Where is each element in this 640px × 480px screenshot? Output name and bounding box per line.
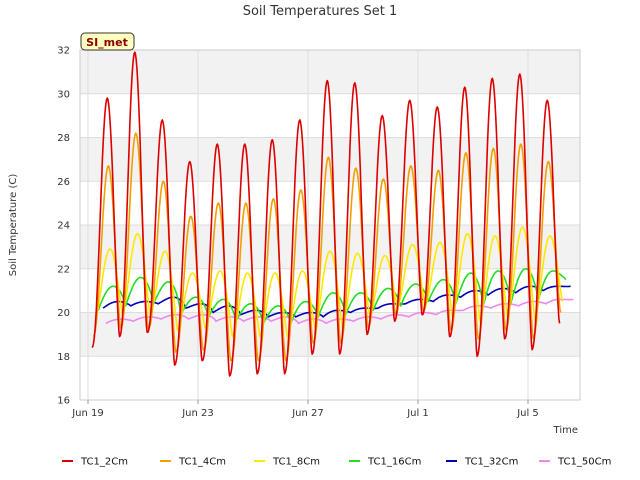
legend-label-TC1_2Cm: TC1_2Cm: [80, 457, 128, 468]
y-tick-label: 32: [57, 46, 70, 57]
legend-label-TC1_16Cm: TC1_16Cm: [367, 457, 421, 468]
legend-label-TC1_32Cm: TC1_32Cm: [464, 457, 518, 468]
y-tick-label: 24: [57, 221, 70, 232]
site-badge-label: SI_met: [86, 36, 128, 49]
y-tick-label: 26: [57, 177, 70, 188]
plot-frame: [79, 49, 581, 401]
chart-title: Soil Temperatures Set 1: [243, 4, 398, 19]
background-band: [80, 225, 580, 269]
background-band: [80, 50, 580, 94]
x-tick-label: Jul 1: [406, 408, 429, 419]
x-tick-label: Jun 23: [181, 408, 214, 419]
x-tick-label: Jun 19: [71, 408, 104, 419]
background-band: [80, 181, 580, 225]
y-axis-label: Soil Temperature (C): [8, 174, 19, 277]
background-band: [80, 312, 580, 357]
x-tick-label: Jun 27: [291, 408, 324, 419]
series-line-TC1_50Cm: [105, 298, 574, 325]
legend-label-TC1_50Cm: TC1_50Cm: [557, 457, 611, 468]
y-axis-ticks: 16 18 20 22 24 26 28 30 32: [57, 46, 70, 407]
legend-label-TC1_8Cm: TC1_8Cm: [272, 457, 320, 468]
y-tick-label: 30: [57, 89, 70, 100]
site-badge: SI_met: [80, 32, 135, 51]
legend: TC1_2Cm TC1_4Cm TC1_8Cm TC1_16Cm TC1_32Cm TC1…: [62, 457, 611, 468]
background-band: [80, 356, 580, 400]
site-badge-box: [80, 32, 135, 51]
series-layer: [91, 51, 574, 377]
y-tick-label: 28: [57, 133, 70, 144]
y-tick-label: 20: [57, 308, 70, 319]
x-axis-ticks: Jun 19 Jun 23 Jun 27 Jul 1 Jul 5: [71, 400, 539, 419]
legend-label-TC1_4Cm: TC1_4Cm: [178, 457, 226, 468]
series-line-TC1_8Cm: [94, 226, 564, 338]
x-tick-label: Jul 5: [516, 408, 539, 419]
y-tick-label: 18: [57, 352, 70, 363]
series-line-TC1_16Cm: [97, 268, 567, 325]
x-axis-label: Time: [553, 425, 578, 436]
plot-background-bands: [80, 50, 580, 400]
y-tick-label: 16: [57, 396, 70, 407]
y-tick-label: 22: [57, 264, 70, 275]
series-line-TC1_2Cm: [91, 51, 561, 377]
